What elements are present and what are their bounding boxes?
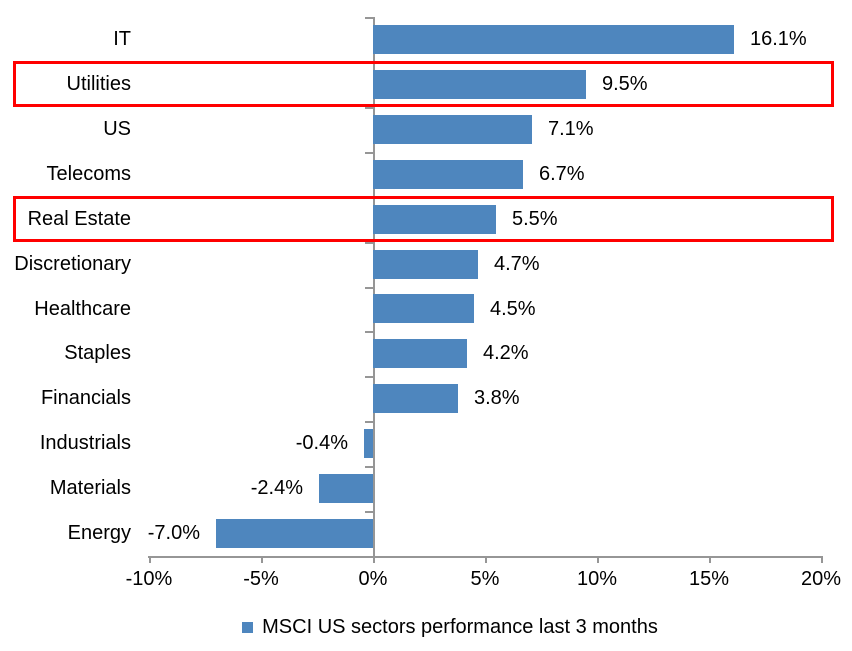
bar (373, 294, 474, 323)
bar (216, 519, 373, 548)
row-tick (365, 331, 373, 333)
row-tick (365, 242, 373, 244)
x-tick-label: 10% (576, 568, 618, 590)
category-label: Financials (40, 387, 131, 409)
row-tick (365, 17, 373, 19)
x-axis-tick (261, 556, 263, 563)
category-label: Industrials (39, 432, 131, 454)
x-axis-tick (373, 556, 375, 563)
category-label: US (103, 118, 131, 140)
x-axis-tick (149, 556, 151, 563)
value-label: 7.1% (548, 118, 594, 140)
x-tick-label: -10% (125, 568, 173, 590)
x-axis-tick (597, 556, 599, 563)
bar (373, 339, 467, 368)
bar (373, 205, 496, 234)
bar (373, 25, 734, 54)
x-axis-tick (821, 556, 823, 563)
row-tick (365, 376, 373, 378)
bar (319, 474, 373, 503)
x-tick-label: 5% (470, 568, 500, 590)
x-tick-label: 15% (688, 568, 730, 590)
row-tick (365, 152, 373, 154)
value-label: 4.7% (494, 253, 540, 275)
category-label: Discretionary (14, 253, 131, 275)
highlight-box (13, 196, 834, 242)
zero-axis-line (373, 17, 375, 556)
bar (364, 429, 373, 458)
row-tick (365, 287, 373, 289)
value-label: 4.5% (490, 298, 536, 320)
value-label: 9.5% (602, 73, 648, 95)
value-label: -0.4% (295, 432, 348, 454)
value-label: 5.5% (512, 208, 558, 230)
row-tick (365, 107, 373, 109)
x-axis-tick (485, 556, 487, 563)
legend-swatch-icon (242, 621, 254, 633)
value-label: -2.4% (250, 477, 303, 499)
category-label: Healthcare (34, 298, 131, 320)
bar (373, 115, 532, 144)
value-label: 16.1% (750, 28, 807, 50)
category-label: Energy (67, 522, 131, 544)
x-tick-label: 0% (358, 568, 388, 590)
category-label: Utilities (66, 73, 131, 95)
legend: MSCI US sectors performance last 3 month… (0, 612, 852, 642)
x-tick-label: -5% (243, 568, 279, 590)
category-label: Telecoms (46, 163, 131, 185)
row-tick (365, 556, 373, 558)
category-label: Real Estate (27, 208, 131, 230)
bar (373, 160, 523, 189)
bar (373, 250, 478, 279)
category-label: Staples (64, 342, 131, 364)
x-tick-label: 20% (800, 568, 842, 590)
bar (373, 384, 458, 413)
row-tick (365, 466, 373, 468)
x-axis-line (148, 556, 821, 558)
highlight-box (13, 61, 834, 107)
legend-label: MSCI US sectors performance last 3 month… (262, 615, 658, 638)
x-axis-tick (709, 556, 711, 563)
row-tick (365, 421, 373, 423)
value-label: 6.7% (539, 163, 585, 185)
value-label: 3.8% (474, 387, 520, 409)
bar (373, 70, 586, 99)
category-label: IT (113, 28, 131, 50)
value-label: 4.2% (483, 342, 529, 364)
value-label: -7.0% (147, 522, 200, 544)
category-label: Materials (49, 477, 131, 499)
row-tick (365, 511, 373, 513)
